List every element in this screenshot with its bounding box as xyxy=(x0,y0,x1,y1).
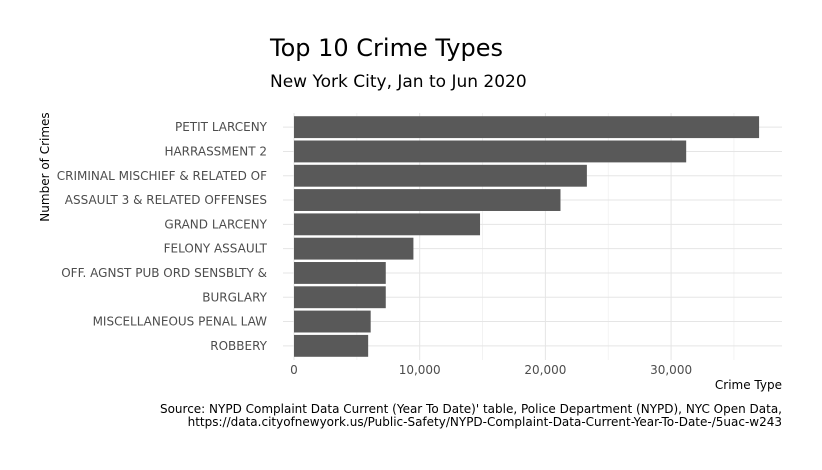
bar xyxy=(294,164,587,187)
x-tick-labels: 0 10,000 20,000 30,000 xyxy=(290,363,692,377)
bar xyxy=(294,334,369,357)
x-tick-label: 10,000 xyxy=(399,363,441,377)
category-label: BURGLARY xyxy=(202,290,267,304)
category-labels: PETIT LARCENY HARRASSMENT 2 CRIMINAL MISCH… xyxy=(57,120,268,353)
bar xyxy=(294,237,414,260)
bar xyxy=(294,140,687,163)
bar xyxy=(294,189,561,211)
category-label: OFF. AGNST PUB ORD SENSBLTY & xyxy=(61,266,267,280)
category-label: ASSAULT 3 & RELATED OFFENSES xyxy=(65,193,267,207)
bar xyxy=(294,262,386,284)
chart-title: Top 10 Crime Types xyxy=(270,34,503,62)
x-axis-label: Crime Type xyxy=(714,378,782,392)
bar xyxy=(294,116,760,139)
x-tick-label: 20,000 xyxy=(524,363,566,377)
caption-line: Source: NYPD Complaint Data Current (Yea… xyxy=(159,402,782,416)
bar xyxy=(294,310,371,333)
category-label: HARRASSMENT 2 xyxy=(164,144,267,158)
bars xyxy=(294,116,760,357)
category-label: CRIMINAL MISCHIEF & RELATED OF xyxy=(57,169,267,183)
category-label: FELONY ASSAULT xyxy=(164,242,268,256)
source-caption: Source: NYPD Complaint Data Current (Yea… xyxy=(160,403,782,429)
caption-line: https://data.cityofnewyork.us/Public-Saf… xyxy=(187,415,782,429)
category-label: MISCELLANEOUS PENAL LAW xyxy=(93,315,268,329)
x-tick-label: 0 xyxy=(290,363,298,377)
category-label: PETIT LARCENY xyxy=(175,120,268,134)
bar xyxy=(294,286,386,309)
x-tick-label: 30,000 xyxy=(650,363,692,377)
bar xyxy=(294,213,481,236)
chart-subtitle: New York City, Jan to Jun 2020 xyxy=(270,72,527,92)
category-label: GRAND LARCENY xyxy=(164,217,267,231)
category-label: ROBBERY xyxy=(210,339,267,353)
